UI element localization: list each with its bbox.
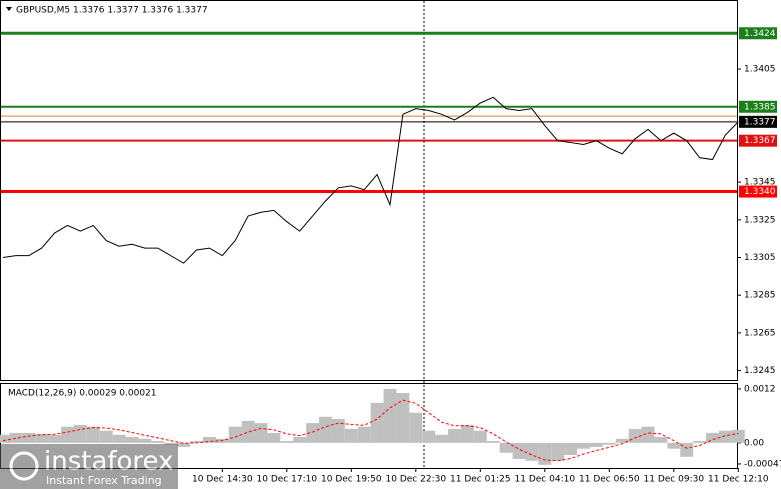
macd-bar xyxy=(641,426,655,443)
macd-bar xyxy=(577,442,590,449)
price-label-bg xyxy=(739,185,777,198)
chart-title: GBPUSD,M5 1.3376 1.3377 1.3376 1.3377 xyxy=(16,6,208,16)
y-tick-label: 1.3405 xyxy=(744,65,776,75)
macd-bar xyxy=(680,442,694,457)
macd-bar xyxy=(551,442,565,461)
macd-bar xyxy=(331,419,345,443)
x-tick-label: 11 Dec 12:10 xyxy=(708,475,769,485)
macd-bar xyxy=(499,442,513,453)
price-label-bg xyxy=(739,115,777,128)
macd-bar xyxy=(370,402,384,443)
y-tick-label: 1.3305 xyxy=(744,253,776,263)
macd-bar xyxy=(718,430,732,443)
macd-bar xyxy=(254,423,268,443)
price-label-bg xyxy=(739,134,777,147)
macd-bar xyxy=(706,432,719,443)
macd-bar xyxy=(409,412,423,443)
macd-bar xyxy=(525,442,539,461)
macd-bar xyxy=(473,430,487,443)
y-tick-label: 1.3245 xyxy=(744,366,776,376)
macd-bar xyxy=(190,441,203,443)
macd-bar xyxy=(164,442,178,445)
watermark-subtitle: Instant Forex Trading xyxy=(46,474,162,487)
macd-title: MACD(12,26,9) 0.00029 0.00021 xyxy=(8,389,157,399)
menu-icon xyxy=(6,7,12,11)
macd-bar xyxy=(306,423,320,443)
x-tick-label: 11 Dec 04:10 xyxy=(515,475,576,485)
macd-bar xyxy=(125,437,139,443)
macd-bar xyxy=(280,441,294,443)
y-tick-label: -0.00047 xyxy=(744,459,781,469)
macd-bar xyxy=(138,438,152,443)
macd-bar xyxy=(448,428,461,443)
macd-bar xyxy=(383,388,397,443)
watermark: instaforex Instant Forex Trading xyxy=(0,444,178,489)
x-tick-label: 10 Dec 17:10 xyxy=(257,475,318,485)
price-line xyxy=(2,96,739,264)
macd-bar xyxy=(654,437,668,443)
macd-bar xyxy=(48,434,62,443)
x-tick-label: 11 Dec 01:25 xyxy=(450,475,511,485)
macd-bar xyxy=(112,434,126,443)
macd-bar xyxy=(267,432,281,443)
price-label: 1.3424 xyxy=(744,29,776,39)
y-tick-label: 1.3285 xyxy=(744,291,776,301)
macd-bar xyxy=(731,429,745,443)
macd-bar xyxy=(602,442,616,445)
macd-bar xyxy=(241,420,255,443)
macd-bar xyxy=(693,441,707,443)
macd-bar xyxy=(538,442,552,465)
macd-bar xyxy=(344,428,358,443)
price-label: 1.3377 xyxy=(744,117,776,127)
y-tick-label: 0.00 xyxy=(744,438,764,448)
macd-bar xyxy=(202,437,216,443)
macd-bar xyxy=(35,433,49,443)
macd-bar xyxy=(667,442,681,449)
y-tick-label: 1.3325 xyxy=(744,215,776,225)
x-tick-label: 11 Dec 06:50 xyxy=(579,475,640,485)
price-label: 1.3367 xyxy=(744,136,776,146)
macd-bar xyxy=(73,424,87,443)
macd-bar xyxy=(228,426,242,443)
macd-bar xyxy=(61,426,74,443)
macd-bar xyxy=(99,430,113,443)
macd-bar xyxy=(615,438,629,443)
macd-bar xyxy=(422,430,436,443)
x-tick-label: 10 Dec 14:30 xyxy=(192,475,253,485)
y-tick-label: 1.3265 xyxy=(744,328,776,338)
macd-bar xyxy=(512,442,526,460)
macd-bar xyxy=(435,434,449,443)
macd-bar xyxy=(86,426,100,443)
macd-bar xyxy=(22,432,36,443)
y-tick-label: 1.3345 xyxy=(744,178,776,188)
price-label: 1.3385 xyxy=(744,102,776,112)
macd-bar xyxy=(319,416,332,443)
macd-bar xyxy=(396,392,410,443)
watermark-bg xyxy=(0,444,178,489)
macd-bar xyxy=(460,424,474,443)
macd-bar xyxy=(177,442,191,447)
price-label-bg xyxy=(739,27,777,40)
price-panel xyxy=(0,0,738,381)
macd-bar xyxy=(589,442,603,447)
x-tick-label: 10 Dec 19:50 xyxy=(321,475,382,485)
y-tick-label: 0.0012 xyxy=(744,384,776,394)
macd-bar xyxy=(293,437,307,443)
signal-line xyxy=(2,399,739,462)
macd-bar xyxy=(151,441,165,443)
price-label: 1.3340 xyxy=(744,187,776,197)
macd-bar xyxy=(486,441,500,443)
x-tick-label: 11 Dec 09:30 xyxy=(644,475,705,485)
macd-bar xyxy=(0,434,10,443)
macd-bar xyxy=(9,432,23,443)
macd-panel xyxy=(0,383,738,469)
x-tick-label: 10 Dec 22:30 xyxy=(386,475,447,485)
macd-bar xyxy=(564,442,578,455)
watermark-logo xyxy=(9,451,39,481)
price-label-bg xyxy=(739,100,777,113)
macd-bar xyxy=(357,426,371,443)
watermark-text: instaforex xyxy=(44,447,173,477)
